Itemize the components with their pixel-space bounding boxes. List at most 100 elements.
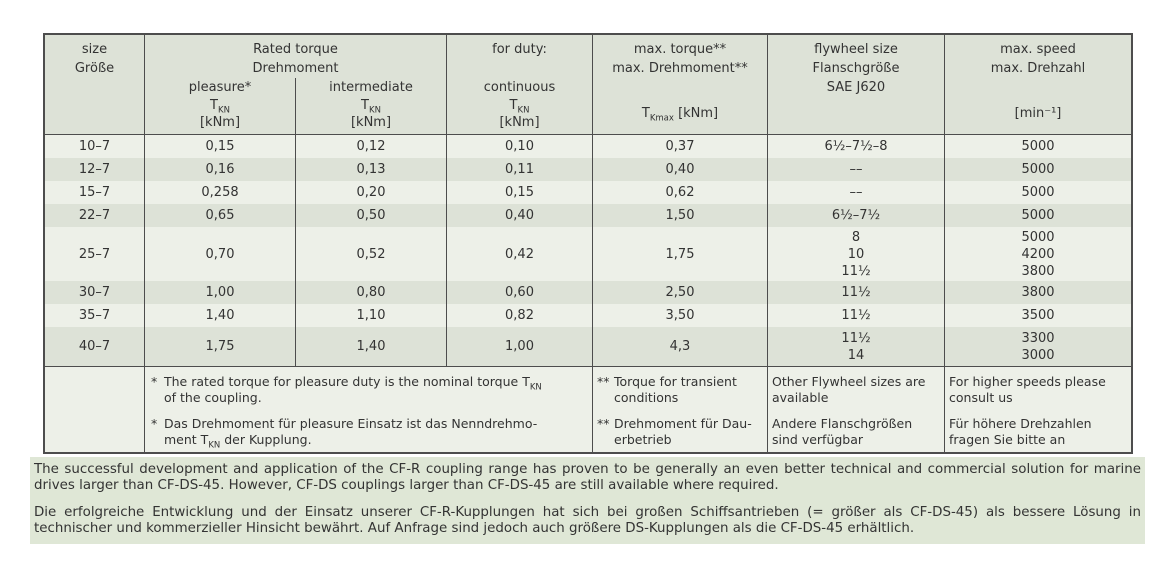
header-rated-torque-cell: Rated torque Drehmoment pleasure* TKN [k… [145,35,447,135]
continuous-label: continuous [483,80,556,95]
footnote-speed-de: Für höhere Drehzahlen fragen Sie bitte a… [949,416,1092,447]
cell-size: 15–7 [45,181,145,204]
cell-max-torque: 4,3 [593,327,768,367]
max-torque-en: max. torque** [633,42,727,57]
cell-flywheel: –– [768,158,945,181]
cell-size: 25–7 [45,227,145,281]
notes-panel: The successful development and applicati… [30,457,1145,544]
header-speed-cell: max. speed max. Drehzahl [min⁻¹] [945,35,1131,135]
cell-size: 12–7 [45,158,145,181]
cell-intermediate: 1,40 [296,327,447,367]
tkn-unit: [kNm] [199,115,241,130]
cell-flywheel: 11½ 14 [768,327,945,367]
max-torque-de: max. Drehmoment** [612,61,748,76]
cell-speed: 5000 [945,181,1131,204]
speed-unit: [min⁻¹] [1014,106,1062,121]
cell-flywheel: 6½–7½ [768,204,945,227]
note-en: The successful development and applicati… [34,462,1141,493]
cell-speed: 5000 [945,204,1131,227]
cell-continuous: 0,40 [447,204,593,227]
header-size-en: size [81,42,108,57]
coupling-spec-table: size Größe Rated torque Drehmoment pleas… [43,33,1133,454]
cell-pleasure: 1,75 [145,327,296,367]
asterisk-marker: * [151,416,158,431]
cell-intermediate: 0,12 [296,135,447,158]
footnote-flywheel-en: Other Flywheel sizes are available [772,374,926,405]
flywheel-de: Flanschgröße [812,61,900,76]
cell-pleasure: 0,70 [145,227,296,281]
footnote-max-torque: ** Torque for transient conditions ** Dr… [593,367,768,452]
footnote-max-torque-de: ** Drehmoment für Dau- erbetrieb [597,416,752,447]
intermediate-label: intermediate [329,80,413,95]
cell-intermediate: 0,13 [296,158,447,181]
cell-intermediate: 0,52 [296,227,447,281]
cell-size: 22–7 [45,204,145,227]
tkn-symbol: TKN [361,98,381,116]
cell-intermediate: 1,10 [296,304,447,327]
cell-continuous: 0,82 [447,304,593,327]
cell-speed: 3500 [945,304,1131,327]
cell-pleasure: 0,258 [145,181,296,204]
cell-max-torque: 1,50 [593,204,768,227]
cell-max-torque: 3,50 [593,304,768,327]
tkn-unit: [kNm] [499,115,540,130]
subheader-intermediate: intermediate TKN [kNm] [296,78,446,134]
speed-de: max. Drehzahl [990,61,1086,76]
cell-max-torque: 2,50 [593,281,768,304]
cell-max-torque: 1,75 [593,227,768,281]
cell-speed: 5000 [945,158,1131,181]
footnote-flywheel: Other Flywheel sizes are available Ander… [768,367,945,452]
asterisk-marker: * [151,374,158,389]
cell-max-torque: 0,62 [593,181,768,204]
cell-intermediate: 0,80 [296,281,447,304]
header-size-cell: size Größe [45,35,145,135]
cell-intermediate: 0,20 [296,181,447,204]
cell-max-torque: 0,37 [593,135,768,158]
cell-flywheel: 11½ [768,304,945,327]
note-de: Die erfolgreiche Entwicklung und der Ein… [34,505,1141,537]
header-flywheel-cell: flywheel size Flanschgröße SAE J620 [768,35,945,135]
footnote-speed: For higher speeds please consult us Für … [945,367,1131,452]
cell-continuous: 0,60 [447,281,593,304]
cell-intermediate: 0,50 [296,204,447,227]
cell-pleasure: 0,65 [145,204,296,227]
cell-continuous: 0,15 [447,181,593,204]
cell-size: 30–7 [45,281,145,304]
duty-label: for duty: [492,42,547,57]
cell-max-torque: 0,40 [593,158,768,181]
flywheel-std: SAE J620 [826,80,886,95]
cell-size: 10–7 [45,135,145,158]
cell-continuous: 0,10 [447,135,593,158]
cell-speed: 3800 [945,281,1131,304]
footnote-rated-en: * The rated torque for pleasure duty is … [151,374,542,405]
cell-flywheel: 8 10 11½ [768,227,945,281]
footnote-flywheel-de: Andere Flanschgrößen sind verfügbar [772,416,913,447]
cell-size: 40–7 [45,327,145,367]
cell-continuous: 1,00 [447,327,593,367]
header-rated-de: Drehmoment [252,61,339,76]
flywheel-en: flywheel size [814,42,898,57]
footnote-speed-en: For higher speeds please consult us [949,374,1106,405]
footnote-rated-torque: * The rated torque for pleasure duty is … [145,367,593,452]
cell-flywheel: –– [768,181,945,204]
cell-flywheel: 11½ [768,281,945,304]
tkn-symbol: TKN [210,98,230,116]
cell-flywheel: 6½–7½–8 [768,135,945,158]
header-rated-en: Rated torque [253,42,338,57]
cell-continuous: 0,42 [447,227,593,281]
header-size-de: Größe [74,61,115,76]
cell-pleasure: 1,00 [145,281,296,304]
tkn-unit: [kNm] [350,115,392,130]
header-max-torque-cell: max. torque** max. Drehmoment** TKmax [k… [593,35,768,135]
rated-torque-subheader: pleasure* TKN [kNm] intermediate TKN [kN… [145,78,446,134]
cell-speed: 5000 [945,135,1131,158]
cell-speed: 5000 4200 3800 [945,227,1131,281]
cell-speed: 3300 3000 [945,327,1131,367]
double-asterisk-marker: ** [597,416,610,431]
double-asterisk-marker: ** [597,374,610,389]
cell-pleasure: 0,15 [145,135,296,158]
cell-pleasure: 0,16 [145,158,296,181]
cell-pleasure: 1,40 [145,304,296,327]
footnote-rated-de: * Das Drehmoment für pleasure Einsatz is… [151,416,538,451]
